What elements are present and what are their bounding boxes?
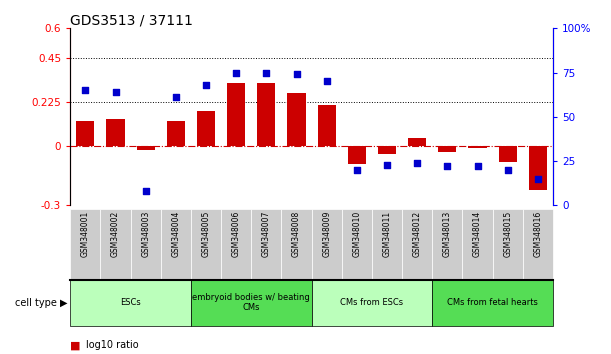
Bar [492, 209, 523, 280]
Bar [372, 209, 402, 280]
Bar [463, 209, 492, 280]
Point [322, 79, 332, 84]
Bar [433, 209, 463, 280]
Bar [469, 146, 486, 148]
Bar [137, 146, 155, 150]
Text: CMs from ESCs: CMs from ESCs [340, 298, 403, 307]
Point [171, 95, 181, 100]
Bar [167, 121, 185, 146]
Text: GSM348016: GSM348016 [533, 211, 543, 257]
Point [412, 160, 422, 166]
Point [232, 70, 241, 75]
Text: GDS3513 / 37111: GDS3513 / 37111 [70, 13, 193, 27]
Bar [282, 209, 312, 280]
Text: GSM348002: GSM348002 [111, 211, 120, 257]
Bar [100, 209, 131, 280]
Bar [257, 84, 276, 146]
Point [81, 87, 90, 93]
Bar [76, 121, 95, 146]
Bar [221, 209, 251, 280]
Bar [378, 146, 396, 154]
Text: cell type ▶: cell type ▶ [15, 298, 67, 308]
Point [382, 162, 392, 167]
Point [201, 82, 211, 88]
Text: GSM348014: GSM348014 [473, 211, 482, 257]
Point [442, 164, 452, 169]
Point [111, 89, 120, 95]
Bar [70, 280, 191, 326]
Bar [523, 209, 553, 280]
Point [262, 70, 271, 75]
Point [352, 167, 362, 173]
Text: ESCs: ESCs [120, 298, 141, 307]
Point [291, 72, 301, 77]
Bar [433, 280, 553, 326]
Bar [227, 84, 245, 146]
Bar [251, 209, 282, 280]
Point [503, 167, 513, 173]
Bar [312, 209, 342, 280]
Text: GSM348012: GSM348012 [412, 211, 422, 257]
Bar [402, 209, 433, 280]
Bar [191, 209, 221, 280]
Bar [131, 209, 161, 280]
Text: GSM348004: GSM348004 [171, 211, 180, 257]
Text: GSM348008: GSM348008 [292, 211, 301, 257]
Text: GSM348009: GSM348009 [322, 211, 331, 257]
Bar [499, 146, 517, 162]
Text: embryoid bodies w/ beating
CMs: embryoid bodies w/ beating CMs [192, 293, 310, 312]
Text: ■: ■ [70, 340, 81, 350]
Text: GSM348003: GSM348003 [141, 211, 150, 257]
Text: GSM348015: GSM348015 [503, 211, 512, 257]
Text: GSM348001: GSM348001 [81, 211, 90, 257]
Bar [348, 146, 366, 164]
Text: GSM348011: GSM348011 [382, 211, 392, 257]
Bar [408, 138, 426, 146]
Point [141, 188, 150, 194]
Text: log10 ratio: log10 ratio [86, 340, 138, 350]
Bar [318, 105, 336, 146]
Point [533, 176, 543, 182]
Bar [106, 119, 125, 146]
Point [473, 164, 483, 169]
Text: CMs from fetal hearts: CMs from fetal hearts [447, 298, 538, 307]
Text: GSM348013: GSM348013 [443, 211, 452, 257]
Bar [191, 280, 312, 326]
Text: GSM348006: GSM348006 [232, 211, 241, 257]
Text: GSM348010: GSM348010 [353, 211, 361, 257]
Text: GSM348007: GSM348007 [262, 211, 271, 257]
Bar [161, 209, 191, 280]
Bar [197, 111, 215, 146]
Bar [288, 93, 306, 146]
Bar [438, 146, 456, 152]
Bar [342, 209, 372, 280]
Text: GSM348005: GSM348005 [202, 211, 211, 257]
Bar [529, 146, 547, 190]
Bar [312, 280, 433, 326]
Bar [70, 209, 100, 280]
